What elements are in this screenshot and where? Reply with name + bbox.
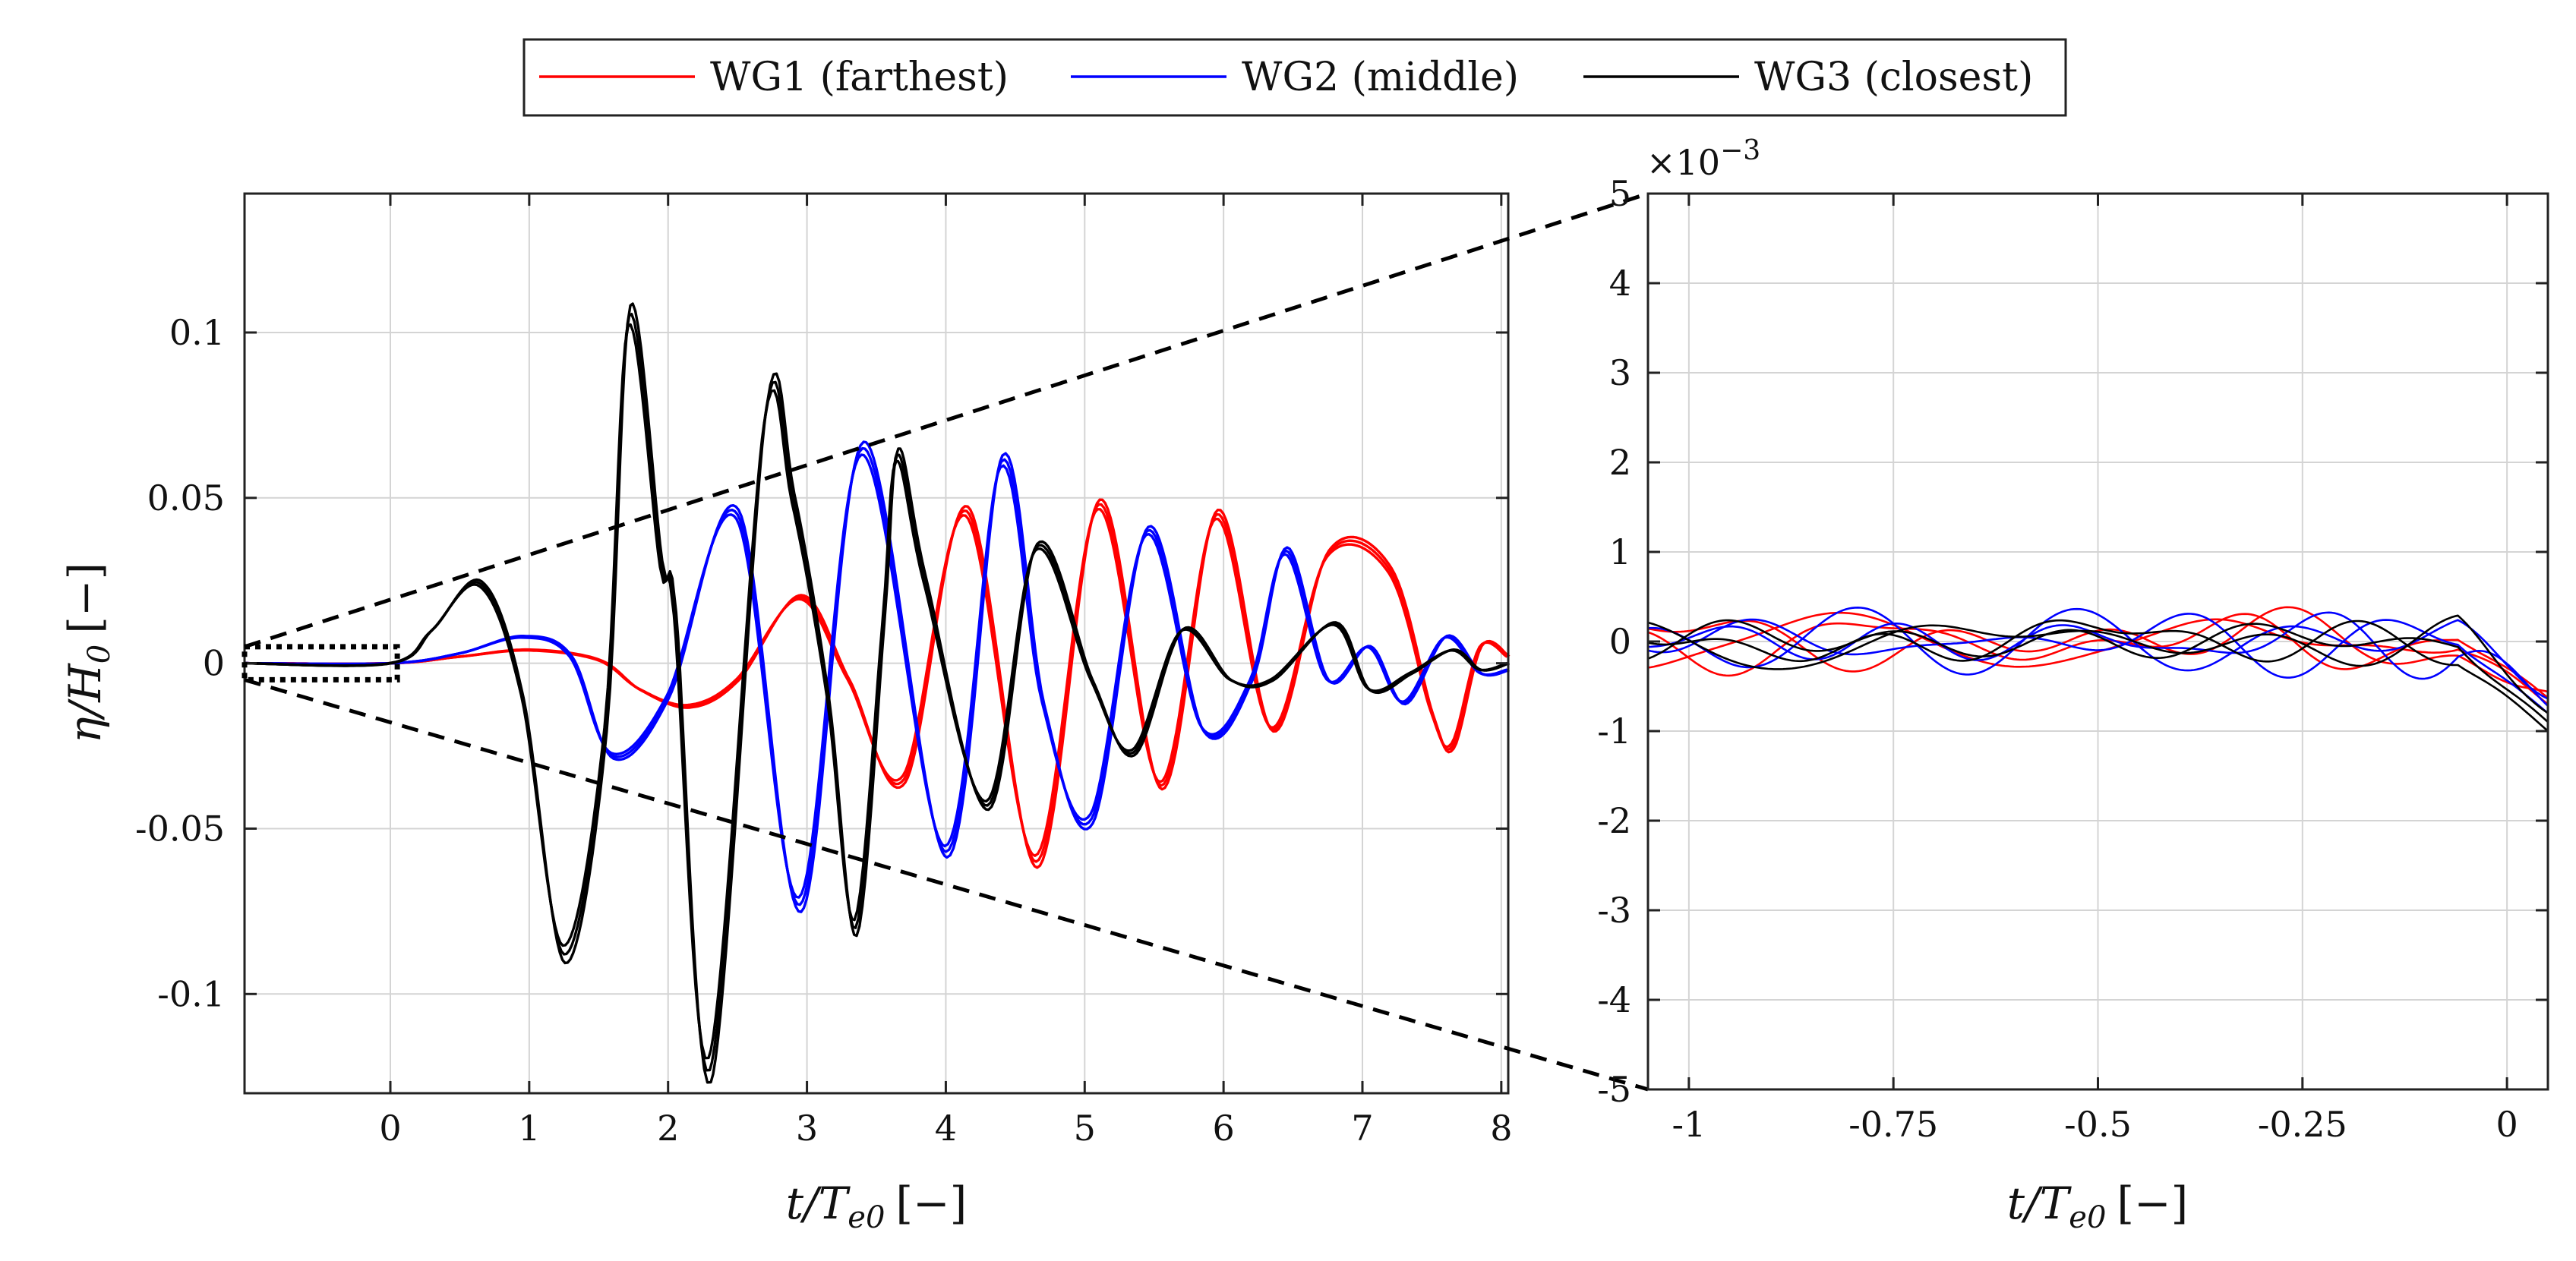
main-y-tick-label: -0.1: [157, 973, 225, 1014]
main-x-tick-label: 6: [1213, 1108, 1235, 1149]
main-y-axis-label: η/H0[−]: [59, 563, 117, 743]
series-line-wg2-run-2: [245, 446, 1509, 906]
series-line-wg2-run-3: [245, 440, 1510, 913]
zoom-y-tick-label: -5: [1597, 1069, 1631, 1110]
main-axes-frame: [243, 192, 1510, 1095]
zoom-x-tick-label: -0.5: [2064, 1104, 2132, 1145]
main-x-tick-label: 4: [935, 1108, 957, 1149]
zoom-connector-bottom: [244, 678, 1649, 1092]
zoom-series-line-wg3-run-1: [1647, 614, 2549, 714]
legend: WG1 (farthest) WG2 (middle) WG3 (closest): [522, 38, 2067, 117]
zoom-y-tick-label: 0: [1609, 621, 1631, 662]
legend-box: [522, 38, 2067, 117]
zoom-x-tick-label: -0.75: [1848, 1104, 1938, 1145]
series-line-wg3-run-1: [243, 323, 1508, 1060]
main-x-tick-label: 2: [657, 1108, 679, 1149]
main-y-tick-label: 0: [203, 643, 225, 684]
zoom-series-line-wg3-run-3: [1647, 619, 2549, 732]
series-line-wg2-run-1: [243, 453, 1507, 899]
main-x-tick-label: 5: [1074, 1108, 1096, 1149]
zoom-series-line-wg2-run-1: [1647, 607, 2549, 700]
main-x-tick-label: 1: [518, 1108, 540, 1149]
zoom-y-tick-label: 4: [1609, 263, 1631, 304]
legend-label-2: WG2 (middle): [1242, 55, 1519, 100]
zoom-y-tick-label: -4: [1597, 979, 1631, 1020]
series-line-wg3-run-3: [245, 302, 1511, 1084]
zoom-y-tick-label: 1: [1609, 531, 1631, 572]
zoom-x-tick-label: -0.25: [2258, 1104, 2347, 1145]
zoom-box-rect: [242, 644, 400, 683]
main-x-tick-label: 3: [796, 1108, 818, 1149]
main-ticks: 0 1 2 3 4 5 6 7 8 -0.1 -0.05 0 0.05 0.1: [135, 194, 1512, 1149]
series-line-wg1-run-1: [243, 508, 1508, 857]
zoom-y-tick-label: 5: [1609, 173, 1631, 214]
main-x-tick-label: 8: [1490, 1108, 1512, 1149]
main-x-axis-label: t/Te0 [−]: [786, 1177, 968, 1235]
zoom-x-axis-label: t/Te0 [−]: [2007, 1177, 2189, 1235]
zoom-series-line-wg2-run-3: [1647, 613, 2549, 714]
zoom-y-tick-label: -2: [1597, 800, 1631, 841]
zoom-x-tick-label: -1: [1672, 1104, 1706, 1145]
main-x-tick-label: 7: [1351, 1108, 1373, 1149]
zoom-series: [1647, 606, 2549, 732]
main-x-tick-label: 0: [379, 1108, 401, 1149]
main-grid: [245, 194, 1508, 1093]
zoom-series-line-wg2-run-2: [1647, 611, 2549, 707]
legend-label-1: WG1 (farthest): [710, 55, 1009, 100]
main-y-tick-label: 0.05: [147, 478, 225, 519]
zoom-y-tick-label: -3: [1597, 890, 1631, 931]
zoom-box: [242, 644, 400, 683]
zoom-y-tick-label: -1: [1597, 711, 1631, 752]
zoom-ticks: -1 -0.75 -0.5 -0.25 0 -5 -4 -3 -2 -1 0 1 2 3 4 5: [1597, 173, 2548, 1145]
zoom-exponent-label: ×10−3: [1646, 135, 1760, 183]
zoom-connector-lines: [244, 191, 1649, 1092]
zoom-y-tick-label: 3: [1609, 352, 1631, 393]
main-series: [243, 302, 1511, 1084]
zoom-y-tick-label: 2: [1609, 442, 1631, 483]
main-plot: 0 1 2 3 4 5 6 7 8 -0.1 -0.05 0 0.05 0.1 t/Te0 [−] η/H0…: [59, 192, 1512, 1235]
main-y-tick-label: -0.05: [135, 808, 225, 849]
legend-label-3: WG3 (closest): [1754, 55, 2033, 100]
main-y-tick-label: 0.1: [169, 312, 225, 353]
zoom-x-tick-label: 0: [2496, 1104, 2518, 1145]
